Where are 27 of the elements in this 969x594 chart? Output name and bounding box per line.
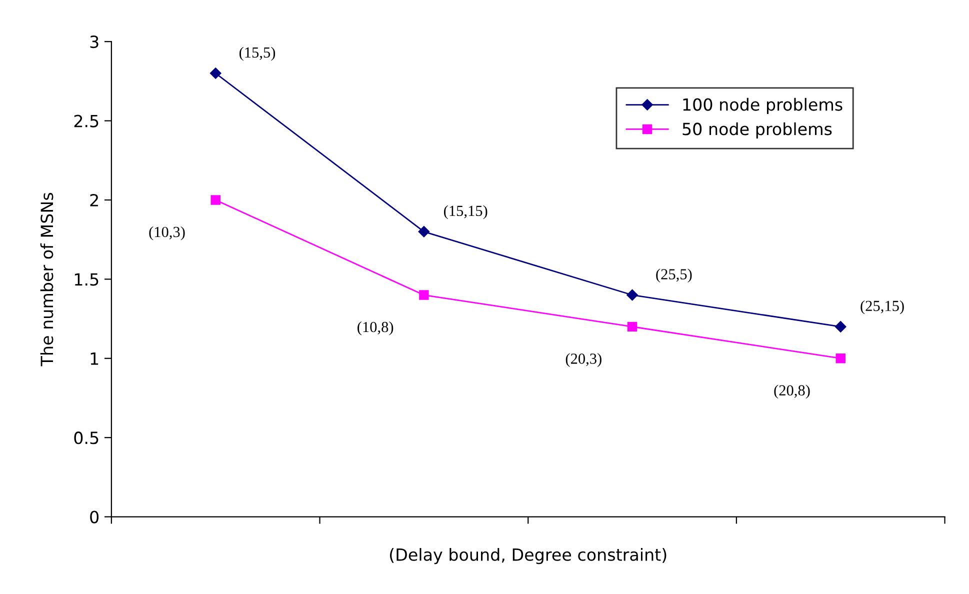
legend-label: 100 node problems	[683, 98, 842, 114]
point	[836, 354, 846, 364]
legend-label: 50 node problems	[682, 122, 832, 139]
y-axis-title: The number of MSNs	[40, 192, 54, 366]
point	[627, 322, 638, 332]
point	[626, 289, 638, 301]
y-tick-label: 1.5	[74, 273, 98, 286]
point	[210, 195, 220, 205]
y-tick-label: 0.5	[74, 432, 98, 444]
annotation: (10,8)	[358, 321, 394, 336]
point	[210, 68, 222, 79]
annotation: (15,15)	[444, 205, 488, 220]
point	[835, 321, 846, 332]
annotation: (15,5)	[239, 46, 276, 61]
annotation: (25,5)	[656, 268, 692, 283]
y-tick-label: 1	[90, 352, 98, 365]
x-axis-title: (Delay bound, Degree constraint)	[390, 548, 666, 564]
point	[418, 226, 430, 238]
y-tick-label: 0	[90, 510, 99, 524]
y-tick-label: 3	[90, 36, 98, 48]
y-tick-label: 2.5	[74, 114, 98, 128]
annotation: (20,8)	[774, 384, 810, 399]
annotation: (25,15)	[860, 300, 904, 314]
y-tick-label: 2	[90, 194, 98, 206]
annotation: (20,3)	[566, 353, 602, 367]
annotation: (10,3)	[149, 226, 185, 240]
point	[419, 290, 429, 300]
